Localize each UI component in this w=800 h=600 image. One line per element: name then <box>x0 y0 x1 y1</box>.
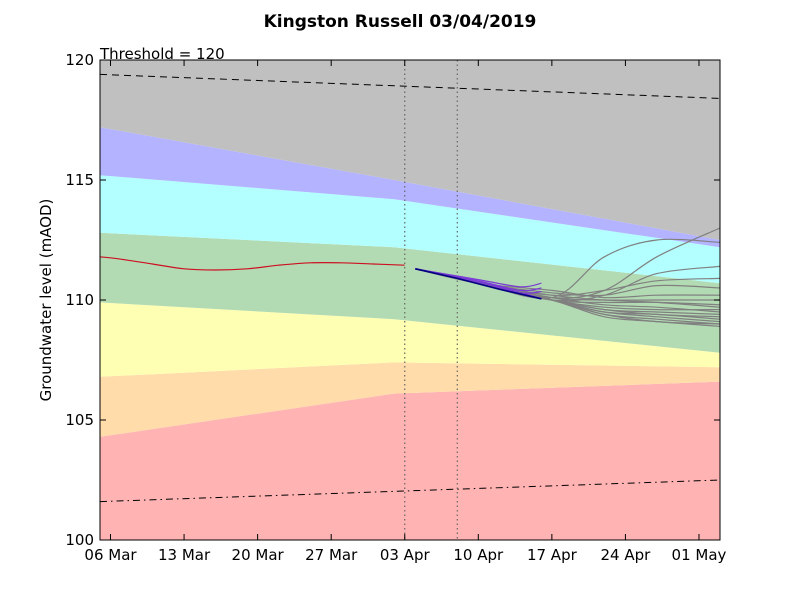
band-0 <box>100 381 720 540</box>
threshold-dashed-line <box>100 73 720 99</box>
y-axis-label: Groundwater level (mAOD) <box>37 199 55 402</box>
band-3 <box>100 232 720 353</box>
y-tick-label: 105 <box>65 411 94 429</box>
band-2 <box>100 302 720 377</box>
x-tick-label: 17 Apr <box>527 546 578 564</box>
x-tick-label: 27 Mar <box>305 546 358 564</box>
band-4 <box>100 175 720 284</box>
x-tick-label: 13 Mar <box>158 546 211 564</box>
y-tick-label: 100 <box>65 531 94 549</box>
x-tick-label: 24 Apr <box>601 546 652 564</box>
lower-dashdot-line <box>100 479 720 503</box>
y-tick-label: 120 <box>65 51 94 69</box>
threshold-annotation: Threshold = 120 <box>99 45 225 63</box>
x-tick-label: 20 Mar <box>232 546 285 564</box>
x-tick-label: 06 Mar <box>84 546 137 564</box>
x-tick-label: 10 Apr <box>453 546 504 564</box>
observed-line <box>100 256 405 271</box>
y-tick-label: 110 <box>65 291 94 309</box>
band-1 <box>100 362 720 437</box>
y-tick-label: 115 <box>65 171 94 189</box>
band-5 <box>100 127 720 248</box>
axes: 100 105 110 115 120 06 Mar 13 Mar 20 Mar 27 Mar 0… <box>65 51 726 564</box>
forecast-short-line <box>415 268 542 300</box>
plot-area <box>100 60 720 540</box>
band-6 <box>100 60 720 240</box>
x-tick-label: 01 May <box>672 546 727 564</box>
chart-title: Kingston Russell 03/04/2019 <box>264 12 537 32</box>
x-tick-label: 03 Apr <box>380 546 431 564</box>
